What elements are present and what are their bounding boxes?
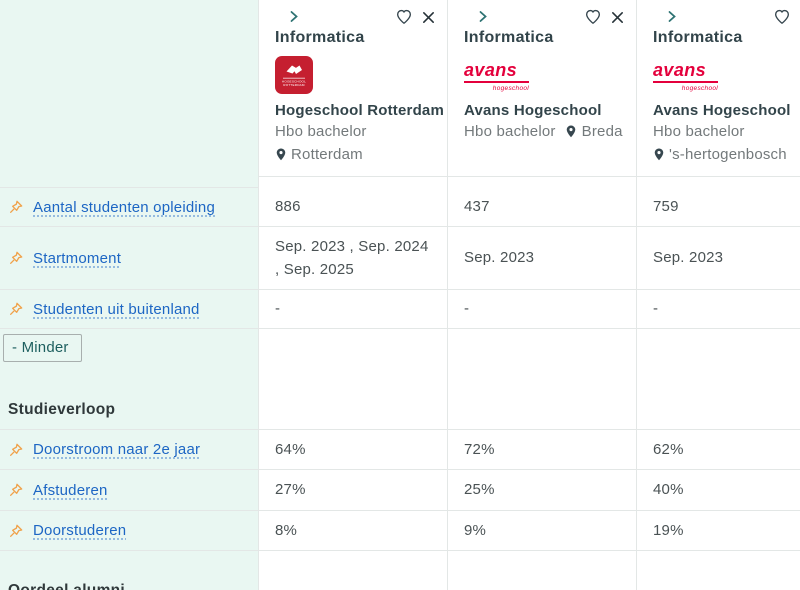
table-row-doorstuderen: Doorstuderen 8% 9% 19% [0,510,800,550]
table-row-studenten-buitenland: Studenten uit buitenland - - - [0,289,800,328]
program-level: Hbo bachelor [275,123,367,140]
section-gap-oordeel-alumni: Oordeel alumni [0,550,800,590]
program-card-hogeschool-rotterdam: Informatica HOGESCHOOL ROTTERDAM Hogesch… [258,0,447,176]
cell-value: Sep. 2023 [447,227,636,289]
cell-value: 27% [258,470,447,510]
cell-value: - [258,290,447,328]
row-label-link[interactable]: Doorstroom naar 2e jaar [33,441,201,458]
program-card-avans-den-bosch: Informatica avans hogeschool Avans Hoges… [636,0,800,176]
expand-chevron-icon[interactable] [478,7,488,30]
pushpin-icon[interactable] [8,442,24,458]
table-row-doorstroom: Doorstroom naar 2e jaar 64% 72% 62% [0,429,800,469]
svg-text:HOGESCHOOL: HOGESCHOOL [282,79,306,83]
pushpin-icon[interactable] [8,199,24,215]
cell-value: 25% [447,470,636,510]
program-card-avans-breda: Informatica avans hogeschool Avans Hoges… [447,0,636,176]
section-title-oordeel-alumni: Oordeel alumni [8,582,125,590]
program-location: 's-hertogenbosch [653,143,787,166]
row-label-link[interactable]: Afstuderen [33,481,108,499]
cell-value: 64% [258,430,447,469]
cell-value: 72% [447,430,636,469]
avans-hogeschool-logo: avans hogeschool [464,60,530,92]
favorite-heart-icon[interactable] [772,7,792,33]
expand-chevron-icon[interactable] [667,7,677,30]
cell-value: - [636,290,800,328]
cell-value: Sep. 2023 [636,227,800,289]
cell-value: 886 [258,188,447,226]
cell-value: Sep. 2023 , Sep. 2024 , Sep. 2025 [258,227,447,289]
institution-name: Hogeschool Rotterdam [275,102,445,119]
cell-value: 437 [447,188,636,226]
row-label-link[interactable]: Doorstuderen [33,522,127,539]
hogeschool-rotterdam-logo: HOGESCHOOL ROTTERDAM [275,56,313,101]
pushpin-icon[interactable] [8,523,24,539]
program-title: Informatica [464,29,554,46]
cell-value: 9% [447,511,636,550]
label-column-header-spacer [0,0,258,176]
spacer-row [0,176,800,189]
location-pin-icon [275,147,287,162]
cell-value: - [447,290,636,328]
cell-value: 8% [258,511,447,550]
program-title: Informatica [275,29,365,46]
pushpin-icon[interactable] [8,250,24,266]
section-gap-studieverloop: - Minder Studieverloop [0,328,800,429]
location-pin-icon [565,124,577,139]
program-level: Hbo bachelor [653,123,745,140]
table-row-aantal-studenten: Aantal studenten opleiding 886 437 759 [0,187,800,226]
row-label-link[interactable]: Startmoment [33,249,122,267]
institution-name: Avans Hogeschool [464,102,602,119]
table-row-startmoment: Startmoment Sep. 2023 , Sep. 2024 , Sep.… [0,226,800,289]
location-pin-icon [653,147,665,162]
row-label-link[interactable]: Aantal studenten opleiding [33,198,216,216]
program-location: Rotterdam [275,143,363,166]
header-row: Informatica HOGESCHOOL ROTTERDAM Hogesch… [0,0,800,176]
row-label-link[interactable]: Studenten uit buitenland [33,300,200,318]
avans-hogeschool-logo: avans hogeschool [653,60,719,92]
cell-value: 19% [636,511,800,550]
program-title: Informatica [653,29,743,46]
cell-value: 40% [636,470,800,510]
favorite-heart-icon[interactable] [394,7,414,33]
minder-collapse-button[interactable]: - Minder [3,334,82,362]
favorite-heart-icon[interactable] [583,7,603,33]
remove-close-icon[interactable] [610,9,625,32]
table-row-afstuderen: Afstuderen 27% 25% 40% [0,469,800,510]
pushpin-icon[interactable] [8,482,24,498]
expand-chevron-icon[interactable] [289,7,299,30]
remove-close-icon[interactable] [421,9,436,32]
pushpin-icon[interactable] [8,301,24,317]
institution-name: Avans Hogeschool [653,102,791,119]
cell-value: 759 [636,188,800,226]
section-title-studieverloop: Studieverloop [8,401,116,418]
program-level-location: Hbo bachelor Breda [464,123,623,140]
cell-value: 62% [636,430,800,469]
svg-text:ROTTERDAM: ROTTERDAM [283,83,305,87]
